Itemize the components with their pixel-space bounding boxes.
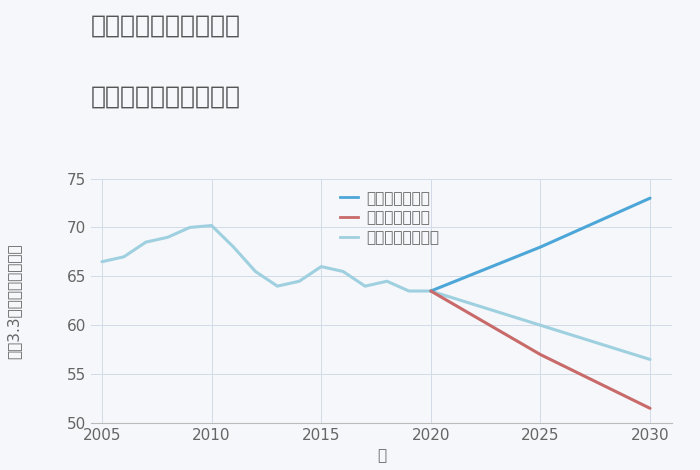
Legend: グッドシナリオ, バッドシナリオ, ノーマルシナリオ: グッドシナリオ, バッドシナリオ, ノーマルシナリオ: [335, 186, 444, 250]
Text: 中古戸建ての価格推移: 中古戸建ての価格推移: [91, 85, 241, 109]
X-axis label: 年: 年: [377, 448, 386, 463]
Text: 愛知県稲沢市西島町の: 愛知県稲沢市西島町の: [91, 14, 241, 38]
Text: 坪（3.3㎡）単価（万円）: 坪（3.3㎡）単価（万円）: [6, 243, 22, 359]
